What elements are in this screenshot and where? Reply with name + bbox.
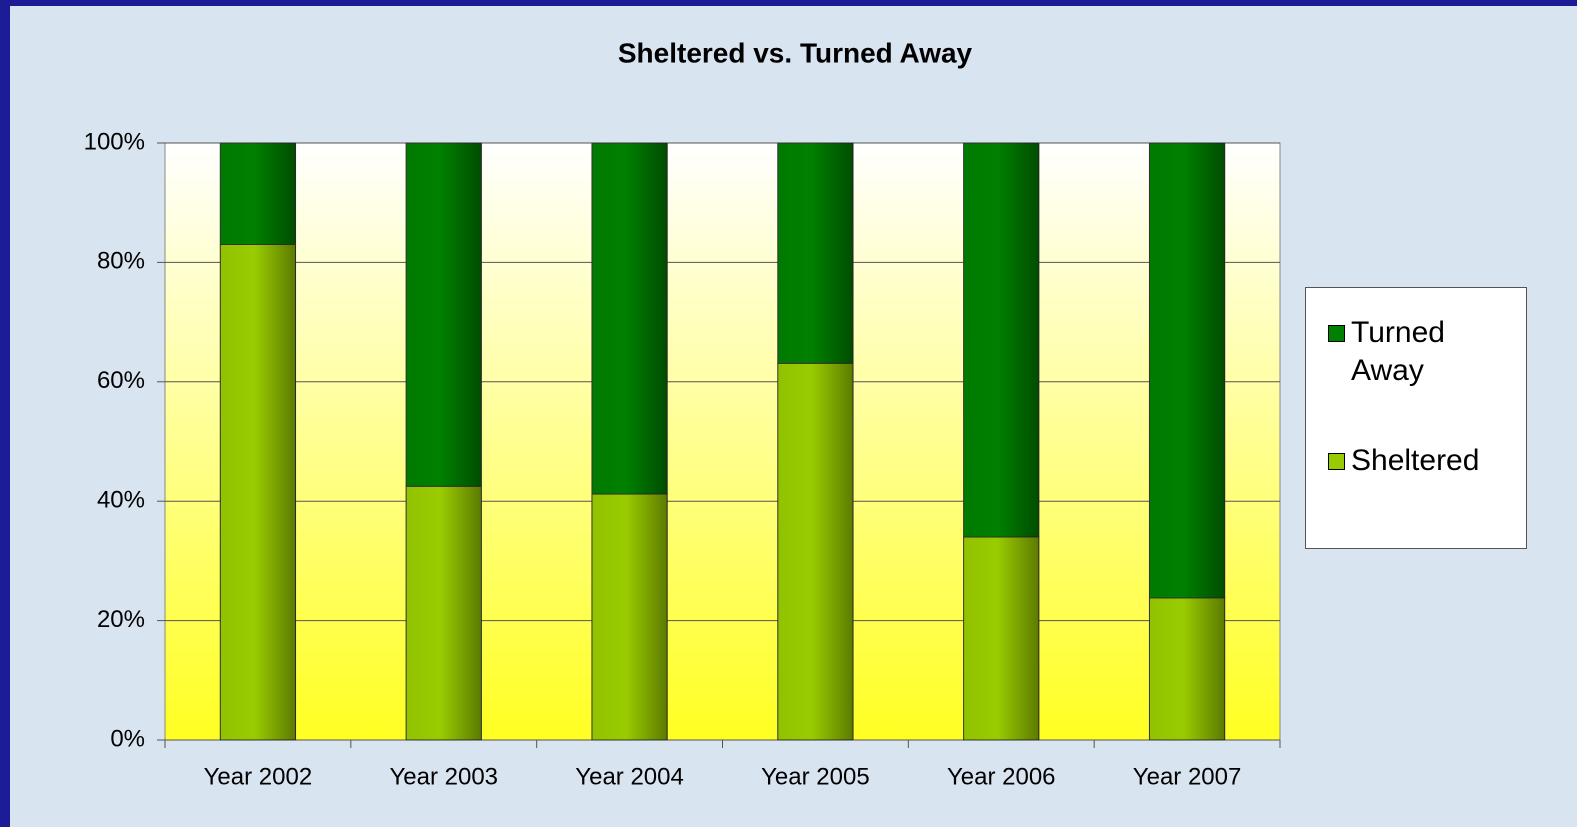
bar-shade <box>963 537 1039 740</box>
x-tick-label: Year 2003 <box>389 763 498 790</box>
y-tick-label: 100% <box>84 128 145 155</box>
x-tick-label: Year 2005 <box>761 763 870 790</box>
legend-swatch <box>1328 325 1345 342</box>
bar-shade <box>1149 597 1225 740</box>
y-tick-label: 0% <box>110 725 145 752</box>
bar-shade <box>963 143 1039 538</box>
y-tick-label: 20% <box>97 606 145 633</box>
bar-shade <box>406 486 482 740</box>
bar-shade <box>220 244 296 741</box>
bar-shade <box>1149 143 1225 598</box>
x-tick-label: Year 2006 <box>947 763 1056 790</box>
y-tick-label: 40% <box>97 487 145 514</box>
legend-swatch <box>1328 453 1345 470</box>
y-tick-label: 60% <box>97 367 145 394</box>
legend-entry: Turned Away <box>1328 314 1516 390</box>
plot-area <box>164 142 1281 741</box>
bar-shade <box>406 143 482 487</box>
chart-title: Sheltered vs. Turned Away <box>618 37 973 68</box>
bar-shade <box>777 363 854 740</box>
y-tick-label: 80% <box>97 248 145 275</box>
legend-label: Turned Away <box>1351 316 1445 387</box>
legend-entry: Sheltered <box>1328 442 1516 480</box>
bar-shade <box>591 494 668 740</box>
x-tick-label: Year 2007 <box>1133 763 1242 790</box>
x-tick-label: Year 2002 <box>204 763 313 790</box>
bar-shade <box>591 143 668 495</box>
legend: Turned Away Sheltered <box>1305 287 1527 549</box>
legend-label: Sheltered <box>1351 444 1480 477</box>
x-tick-label: Year 2004 <box>575 763 684 790</box>
bar-shade <box>220 143 296 245</box>
bar-shade <box>777 143 854 364</box>
